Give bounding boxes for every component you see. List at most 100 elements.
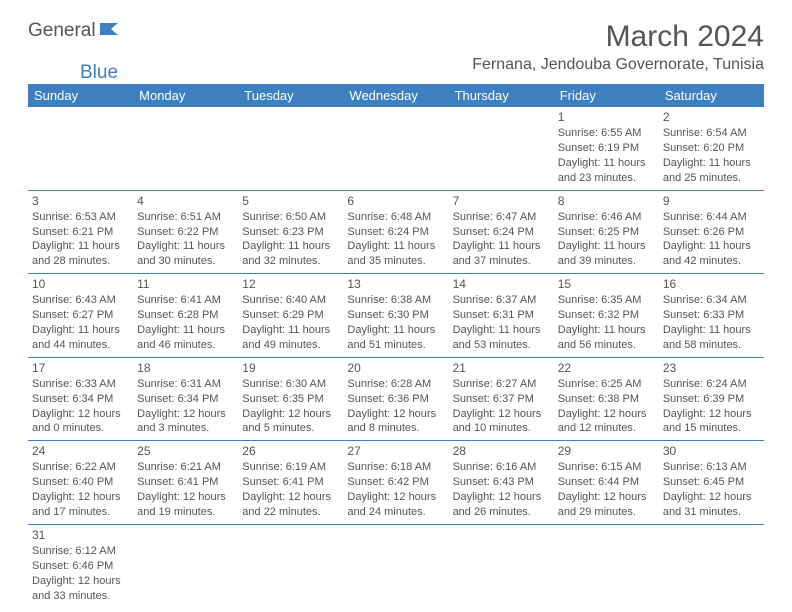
calendar-day-cell: 10Sunrise: 6:43 AMSunset: 6:27 PMDayligh… xyxy=(28,274,133,358)
day-number: 23 xyxy=(663,360,760,376)
calendar-day-cell: 8Sunrise: 6:46 AMSunset: 6:25 PMDaylight… xyxy=(554,190,659,274)
calendar-day-cell: 13Sunrise: 6:38 AMSunset: 6:30 PMDayligh… xyxy=(343,274,448,358)
calendar-table: SundayMondayTuesdayWednesdayThursdayFrid… xyxy=(28,84,764,607)
sunrise-line: Sunrise: 6:18 AM xyxy=(347,460,444,475)
day-number: 12 xyxy=(242,276,339,292)
daylight-line: Daylight: 12 hours and 31 minutes. xyxy=(663,490,760,520)
calendar-day-cell: 30Sunrise: 6:13 AMSunset: 6:45 PMDayligh… xyxy=(659,441,764,525)
brand-text-general: General xyxy=(28,20,96,42)
daylight-line: Daylight: 11 hours and 37 minutes. xyxy=(453,239,550,269)
weekday-header: Sunday xyxy=(28,84,133,107)
calendar-day-cell: 20Sunrise: 6:28 AMSunset: 6:36 PMDayligh… xyxy=(343,357,448,441)
calendar-day-cell: 24Sunrise: 6:22 AMSunset: 6:40 PMDayligh… xyxy=(28,441,133,525)
daylight-line: Daylight: 12 hours and 19 minutes. xyxy=(137,490,234,520)
calendar-body: 1Sunrise: 6:55 AMSunset: 6:19 PMDaylight… xyxy=(28,107,764,607)
day-number: 27 xyxy=(347,443,444,459)
sunrise-line: Sunrise: 6:37 AM xyxy=(453,293,550,308)
sunrise-line: Sunrise: 6:31 AM xyxy=(137,377,234,392)
sunset-line: Sunset: 6:30 PM xyxy=(347,308,444,323)
day-number: 25 xyxy=(137,443,234,459)
calendar-empty-cell xyxy=(449,524,554,607)
daylight-line: Daylight: 11 hours and 42 minutes. xyxy=(663,239,760,269)
day-number: 26 xyxy=(242,443,339,459)
calendar-row: 1Sunrise: 6:55 AMSunset: 6:19 PMDaylight… xyxy=(28,107,764,190)
calendar-day-cell: 28Sunrise: 6:16 AMSunset: 6:43 PMDayligh… xyxy=(449,441,554,525)
daylight-line: Daylight: 12 hours and 0 minutes. xyxy=(32,407,129,437)
sunrise-line: Sunrise: 6:51 AM xyxy=(137,210,234,225)
daylight-line: Daylight: 12 hours and 12 minutes. xyxy=(558,407,655,437)
weekday-header: Friday xyxy=(554,84,659,107)
sunrise-line: Sunrise: 6:44 AM xyxy=(663,210,760,225)
day-number: 17 xyxy=(32,360,129,376)
sunset-line: Sunset: 6:41 PM xyxy=(137,475,234,490)
daylight-line: Daylight: 11 hours and 58 minutes. xyxy=(663,323,760,353)
calendar-day-cell: 4Sunrise: 6:51 AMSunset: 6:22 PMDaylight… xyxy=(133,190,238,274)
day-number: 15 xyxy=(558,276,655,292)
calendar-day-cell: 6Sunrise: 6:48 AMSunset: 6:24 PMDaylight… xyxy=(343,190,448,274)
day-number: 22 xyxy=(558,360,655,376)
sunset-line: Sunset: 6:34 PM xyxy=(32,392,129,407)
weekday-header: Tuesday xyxy=(238,84,343,107)
calendar-day-cell: 2Sunrise: 6:54 AMSunset: 6:20 PMDaylight… xyxy=(659,107,764,190)
weekday-header: Thursday xyxy=(449,84,554,107)
sunrise-line: Sunrise: 6:38 AM xyxy=(347,293,444,308)
day-number: 9 xyxy=(663,193,760,209)
daylight-line: Daylight: 11 hours and 49 minutes. xyxy=(242,323,339,353)
calendar-day-cell: 7Sunrise: 6:47 AMSunset: 6:24 PMDaylight… xyxy=(449,190,554,274)
calendar-day-cell: 14Sunrise: 6:37 AMSunset: 6:31 PMDayligh… xyxy=(449,274,554,358)
daylight-line: Daylight: 12 hours and 29 minutes. xyxy=(558,490,655,520)
calendar-day-cell: 18Sunrise: 6:31 AMSunset: 6:34 PMDayligh… xyxy=(133,357,238,441)
day-number: 21 xyxy=(453,360,550,376)
day-number: 7 xyxy=(453,193,550,209)
calendar-day-cell: 9Sunrise: 6:44 AMSunset: 6:26 PMDaylight… xyxy=(659,190,764,274)
calendar-day-cell: 31Sunrise: 6:12 AMSunset: 6:46 PMDayligh… xyxy=(28,524,133,607)
sunrise-line: Sunrise: 6:27 AM xyxy=(453,377,550,392)
day-number: 5 xyxy=(242,193,339,209)
day-number: 18 xyxy=(137,360,234,376)
sunset-line: Sunset: 6:23 PM xyxy=(242,225,339,240)
sunset-line: Sunset: 6:27 PM xyxy=(32,308,129,323)
sunset-line: Sunset: 6:19 PM xyxy=(558,141,655,156)
day-number: 29 xyxy=(558,443,655,459)
calendar-day-cell: 17Sunrise: 6:33 AMSunset: 6:34 PMDayligh… xyxy=(28,357,133,441)
day-number: 8 xyxy=(558,193,655,209)
sunrise-line: Sunrise: 6:35 AM xyxy=(558,293,655,308)
sunrise-line: Sunrise: 6:30 AM xyxy=(242,377,339,392)
daylight-line: Daylight: 12 hours and 17 minutes. xyxy=(32,490,129,520)
calendar-day-cell: 15Sunrise: 6:35 AMSunset: 6:32 PMDayligh… xyxy=(554,274,659,358)
sunrise-line: Sunrise: 6:12 AM xyxy=(32,544,129,559)
calendar-day-cell: 21Sunrise: 6:27 AMSunset: 6:37 PMDayligh… xyxy=(449,357,554,441)
sunrise-line: Sunrise: 6:34 AM xyxy=(663,293,760,308)
sunset-line: Sunset: 6:31 PM xyxy=(453,308,550,323)
calendar-day-cell: 3Sunrise: 6:53 AMSunset: 6:21 PMDaylight… xyxy=(28,190,133,274)
day-number: 19 xyxy=(242,360,339,376)
sunrise-line: Sunrise: 6:19 AM xyxy=(242,460,339,475)
calendar-day-cell: 29Sunrise: 6:15 AMSunset: 6:44 PMDayligh… xyxy=(554,441,659,525)
day-number: 10 xyxy=(32,276,129,292)
sunset-line: Sunset: 6:22 PM xyxy=(137,225,234,240)
daylight-line: Daylight: 11 hours and 51 minutes. xyxy=(347,323,444,353)
daylight-line: Daylight: 11 hours and 32 minutes. xyxy=(242,239,339,269)
day-number: 1 xyxy=(558,109,655,125)
calendar-day-cell: 26Sunrise: 6:19 AMSunset: 6:41 PMDayligh… xyxy=(238,441,343,525)
sunrise-line: Sunrise: 6:28 AM xyxy=(347,377,444,392)
sunset-line: Sunset: 6:42 PM xyxy=(347,475,444,490)
sunset-line: Sunset: 6:36 PM xyxy=(347,392,444,407)
sunset-line: Sunset: 6:45 PM xyxy=(663,475,760,490)
weekday-header: Saturday xyxy=(659,84,764,107)
sunrise-line: Sunrise: 6:40 AM xyxy=(242,293,339,308)
daylight-line: Daylight: 11 hours and 23 minutes. xyxy=(558,156,655,186)
day-number: 2 xyxy=(663,109,760,125)
day-number: 11 xyxy=(137,276,234,292)
calendar-row: 10Sunrise: 6:43 AMSunset: 6:27 PMDayligh… xyxy=(28,274,764,358)
day-number: 24 xyxy=(32,443,129,459)
day-number: 20 xyxy=(347,360,444,376)
sunset-line: Sunset: 6:39 PM xyxy=(663,392,760,407)
daylight-line: Daylight: 12 hours and 5 minutes. xyxy=(242,407,339,437)
sunrise-line: Sunrise: 6:24 AM xyxy=(663,377,760,392)
sunrise-line: Sunrise: 6:47 AM xyxy=(453,210,550,225)
calendar-empty-cell xyxy=(238,524,343,607)
sunrise-line: Sunrise: 6:55 AM xyxy=(558,126,655,141)
calendar-day-cell: 5Sunrise: 6:50 AMSunset: 6:23 PMDaylight… xyxy=(238,190,343,274)
sunset-line: Sunset: 6:43 PM xyxy=(453,475,550,490)
